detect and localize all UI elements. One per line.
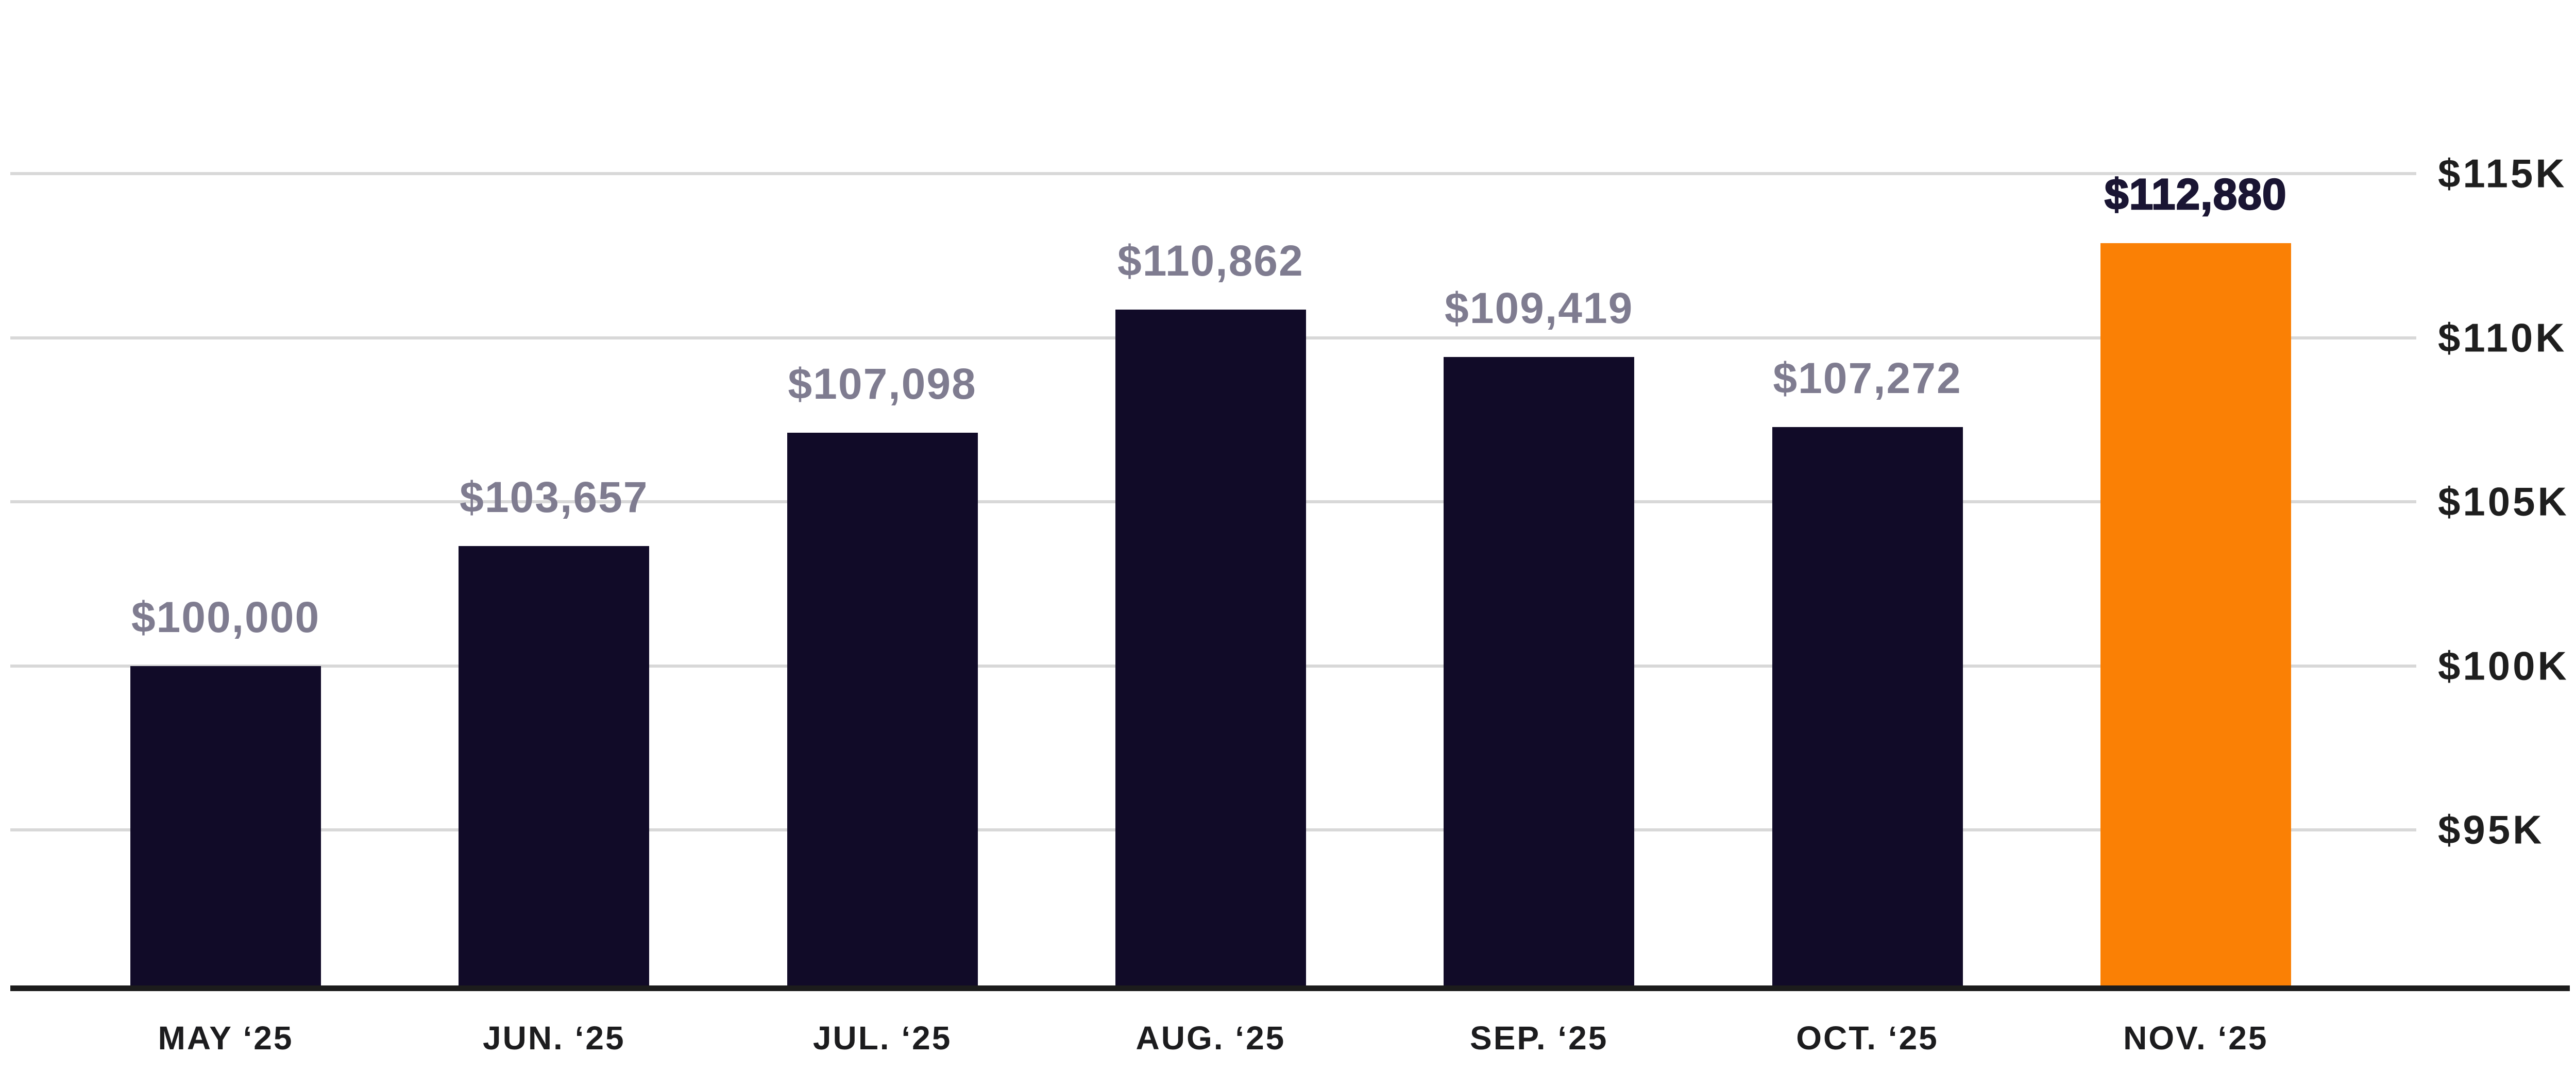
x-axis-label: NOV. ‘25 (2123, 1019, 2268, 1057)
bar-value-label: $100,000 (131, 592, 320, 641)
bar-value-label: $112,880 (2104, 169, 2287, 219)
bar[interactable] (787, 433, 978, 985)
bar-highlighted[interactable] (2100, 243, 2291, 985)
x-axis-label: SEP. ‘25 (1470, 1019, 1608, 1057)
x-axis-label: MAY ‘25 (158, 1019, 294, 1057)
x-axis-label: OCT. ‘25 (1796, 1019, 1939, 1057)
x-axis-line (10, 985, 2570, 991)
bar-value-label: $110,862 (1117, 236, 1304, 285)
bar[interactable] (1444, 356, 1635, 985)
x-axis-label: JUL. ‘25 (812, 1019, 952, 1057)
bar-value-label: $107,272 (1773, 354, 1962, 403)
x-axis-label: AUG. ‘25 (1136, 1019, 1286, 1057)
bar-value-label: $103,657 (460, 472, 649, 521)
bar[interactable] (1772, 427, 1963, 985)
y-axis-label: $115K (2438, 150, 2567, 196)
y-axis-label: $100K (2438, 643, 2569, 688)
y-axis-label: $95K (2438, 807, 2545, 853)
y-axis-label: $110K (2438, 315, 2567, 360)
bar[interactable] (459, 546, 650, 985)
y-axis-label: $105K (2438, 479, 2569, 524)
gridline (10, 172, 2416, 175)
bar-value-label: $107,098 (788, 360, 977, 409)
bar[interactable] (1115, 309, 1306, 985)
bar[interactable] (130, 666, 321, 985)
x-axis-label: JUN. ‘25 (483, 1019, 625, 1057)
bar-value-label: $109,419 (1445, 283, 1634, 332)
